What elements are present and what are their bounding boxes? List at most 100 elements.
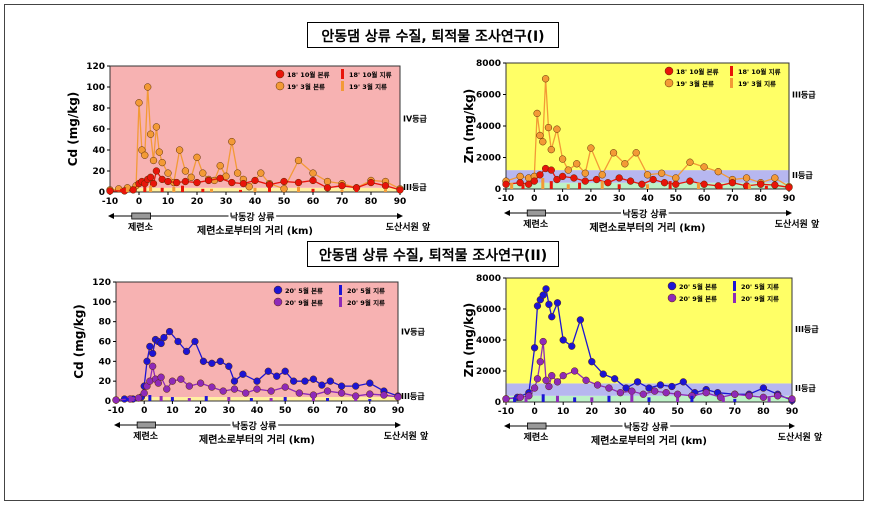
tributary-bar xyxy=(239,189,242,192)
x-tick-label: 70 xyxy=(336,197,349,207)
data-point xyxy=(615,174,623,182)
tributary-bar xyxy=(384,188,387,192)
legend-marker-swatch xyxy=(275,81,285,91)
data-point xyxy=(539,138,547,146)
data-point xyxy=(149,156,158,165)
x-tick-label: 20 xyxy=(191,197,204,207)
data-point xyxy=(604,179,612,187)
tributary-bar xyxy=(204,396,208,401)
end-label: 도산서원 앞 xyxy=(778,431,823,443)
grade-band xyxy=(506,278,792,384)
x-tick-label: 50 xyxy=(279,406,292,416)
tributary-bar xyxy=(590,397,594,402)
data-point xyxy=(553,378,562,386)
x-tick-label: 30 xyxy=(614,407,627,417)
tributary-bar xyxy=(566,184,570,189)
data-point xyxy=(191,337,199,346)
data-point xyxy=(366,379,374,387)
x-tick-label: 60 xyxy=(307,197,320,207)
tributary-bar xyxy=(354,399,358,401)
data-point xyxy=(533,109,541,118)
legend-bar-swatch xyxy=(341,69,344,79)
tributary-bar xyxy=(297,186,300,192)
legend-bar-swatch xyxy=(339,285,342,295)
data-point xyxy=(658,169,666,177)
y-tick-label: 8000 xyxy=(476,59,501,69)
tributary-bar xyxy=(149,185,153,192)
data-point xyxy=(152,167,161,175)
data-point xyxy=(199,357,208,365)
grade-label: II등급 xyxy=(792,171,813,180)
data-point xyxy=(771,181,779,189)
y-tick-label: 2000 xyxy=(476,154,501,164)
data-point xyxy=(337,382,346,390)
data-point xyxy=(187,173,195,181)
y-tick-label: 40 xyxy=(98,357,111,367)
x-tick-label: 30 xyxy=(223,406,236,416)
data-point xyxy=(273,372,281,380)
tributary-bar xyxy=(721,397,725,402)
data-point xyxy=(281,367,289,375)
data-point xyxy=(564,166,572,174)
x-tick-label: 90 xyxy=(392,406,405,416)
legend-label: 19' 3월 지류 xyxy=(738,79,776,88)
tributary-bar xyxy=(311,396,315,401)
data-point xyxy=(301,377,309,385)
data-point xyxy=(193,153,201,162)
data-point xyxy=(545,382,553,391)
data-point xyxy=(157,373,165,381)
data-point xyxy=(542,285,550,293)
data-point xyxy=(281,383,289,391)
tributary-bar xyxy=(326,398,329,401)
legend-label: 20' 5월 지류 xyxy=(741,282,779,291)
y-axis-label: Cd (mg/kg) xyxy=(72,304,86,379)
tributary-bar xyxy=(181,185,184,192)
data-point xyxy=(626,177,635,185)
data-point xyxy=(516,172,524,181)
data-point xyxy=(233,169,242,177)
data-point xyxy=(533,375,542,383)
tributary-bar xyxy=(131,397,135,401)
x-tick-label: 30 xyxy=(613,194,626,204)
data-point xyxy=(185,382,193,390)
distance-arrow-head-left xyxy=(108,213,114,219)
data-point xyxy=(536,131,544,140)
tributary-bar xyxy=(227,397,231,401)
legend-marker-swatch xyxy=(273,297,283,307)
data-point xyxy=(112,396,120,404)
data-point xyxy=(318,381,326,389)
data-point xyxy=(208,383,216,391)
data-point xyxy=(367,178,375,187)
tributary-bar xyxy=(269,398,273,401)
x-tick-label: 70 xyxy=(335,406,348,416)
data-point xyxy=(228,178,236,187)
data-point xyxy=(149,362,157,370)
tributary-bar xyxy=(355,187,358,192)
title-top: 안동댐 상류 수질, 퇴적물 조사연구(I) xyxy=(307,22,559,48)
data-point xyxy=(146,130,155,138)
data-point xyxy=(199,169,207,177)
data-point xyxy=(216,357,224,365)
data-point xyxy=(660,179,669,187)
legend-label: 19' 3월 본류 xyxy=(287,82,325,91)
distance-axis-label: 제련소로부터의 거리 (km) xyxy=(199,433,315,446)
y-tick-label: 0 xyxy=(495,398,501,408)
x-tick-label: 90 xyxy=(786,407,799,417)
x-tick-label: 30 xyxy=(220,197,233,207)
x-tick-label: 50 xyxy=(278,197,291,207)
data-point xyxy=(544,123,553,132)
data-point xyxy=(253,377,261,385)
tributary-bar xyxy=(201,188,205,192)
tributary-bar xyxy=(668,181,672,189)
data-point xyxy=(553,125,561,133)
distance-arrow-head-left xyxy=(504,210,510,216)
data-point xyxy=(290,377,298,385)
data-point xyxy=(745,392,753,400)
tributary-bar xyxy=(541,177,545,189)
data-point xyxy=(323,387,332,395)
data-point xyxy=(714,168,722,176)
distance-axis-label: 제련소로부터의 거리 (km) xyxy=(197,224,313,237)
data-point xyxy=(609,149,618,157)
data-point xyxy=(632,149,640,157)
